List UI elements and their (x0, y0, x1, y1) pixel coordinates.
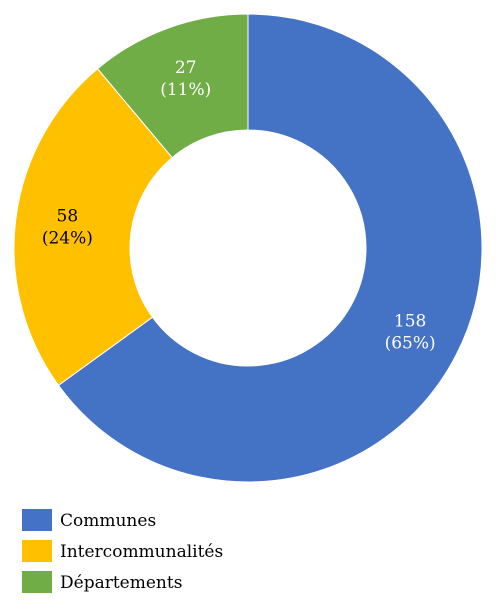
legend-label-communes: Communes (60, 511, 156, 531)
legend-swatch-intercommunalites (22, 540, 52, 562)
slice-communes (57, 13, 483, 483)
legend-swatch-communes (22, 509, 52, 531)
legend-label-intercommunalites: Intercommunalités (60, 542, 223, 562)
legend-swatch-departements (22, 571, 52, 593)
slice-departements (96, 13, 249, 159)
slice-intercommunalites (13, 68, 173, 386)
data-label-departements: 27 (11%) (160, 58, 211, 100)
data-label-communes: 158 (65%) (385, 312, 436, 354)
data-label-intercommunalites: 58 (24%) (42, 207, 93, 249)
slice-labels-group: 158 (65%) 58 (24%) 27 (11%) (42, 58, 436, 354)
legend-label-departements: Départements (60, 573, 182, 593)
legend: Communes Intercommunalités Départements (22, 509, 223, 593)
slices-group (13, 13, 483, 483)
